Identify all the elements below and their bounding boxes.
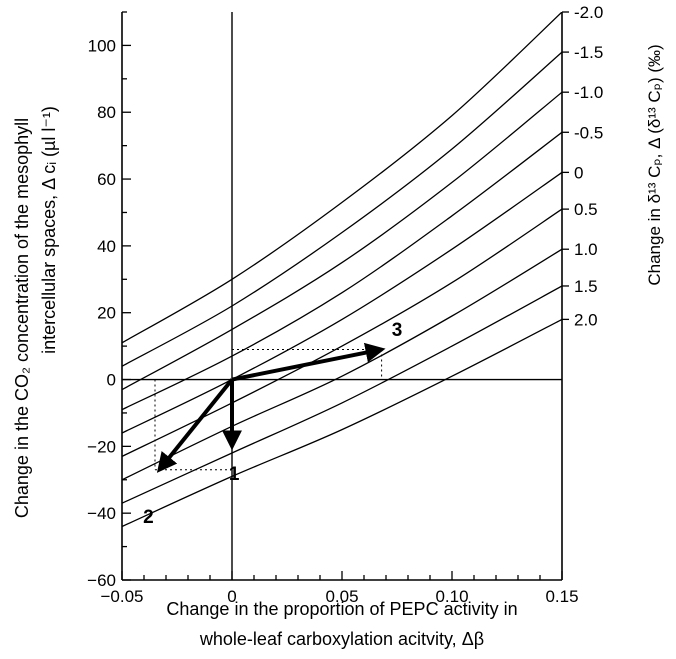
x-tick-label: 0.10 [435,587,468,606]
right-tick-label: -2.0 [574,3,603,22]
x-tick-label: 0.15 [545,587,578,606]
reference-axes [122,12,562,580]
x-tick-label: 0 [227,587,236,606]
iso-line-6 [122,248,562,481]
iso-line-7 [122,285,562,504]
arrow-label-2: 2 [143,507,154,528]
iso-line-2 [122,91,562,391]
right-tick-label: 0 [574,163,583,182]
axis-ticks [121,11,569,581]
iso-line-5 [122,208,562,457]
x-tick-label: 0.05 [325,587,358,606]
x-tick-label: −0.05 [100,587,143,606]
y-tick-label: 40 [97,237,116,256]
right-tick-label: 2.0 [574,310,598,329]
y-axis-title-line2: intercellular spaces, Δ cᵢ (µl l⁻¹) [39,106,59,354]
y-tick-label: 0 [107,371,116,390]
right-tick-label: -1.0 [574,83,603,102]
y-axis-title-line1: Change in the CO₂ concentration of the m… [12,118,32,518]
arrow-label-1: 1 [229,464,240,485]
iso-line-4 [122,171,562,434]
plot-frame [121,12,563,581]
arrow-label-3: 3 [392,320,403,341]
iso-line-8 [122,318,562,528]
right-tick-label: 1.0 [574,240,598,259]
right-tick-label: 1.5 [574,277,598,296]
y-tick-label: −20 [87,437,116,456]
x-axis-title-line1: Change in the proportion of PEPC activit… [166,599,517,619]
change-arrows [156,342,386,473]
right-axis-title: Change in δ¹³ Cₚ, Δ (δ¹³ Cₚ) (‰) [645,44,664,285]
right-tick-label: -1.5 [574,43,603,62]
iso-line-0 [122,12,562,344]
x-axis-title-line2: whole-leaf carboxylation acitvity, Δβ [199,629,484,649]
iso-line-3 [122,131,562,411]
y-tick-label: −40 [87,504,116,523]
right-tick-label: 0.5 [574,200,598,219]
iso-line-1 [122,51,562,367]
y-tick-label: −60 [87,571,116,590]
arrow-2 [156,378,234,473]
isotope-lines [122,12,562,528]
right-tick-label: -0.5 [574,123,603,142]
y-tick-label: 60 [97,170,116,189]
y-tick-label: 100 [88,36,116,55]
arrow-3 [231,342,386,382]
y-tick-label: 20 [97,304,116,323]
text-labels: −0.05 0 0.05 0.10 0.15−60−40−20020406080100-… [87,3,603,606]
y-tick-label: 80 [97,103,116,122]
